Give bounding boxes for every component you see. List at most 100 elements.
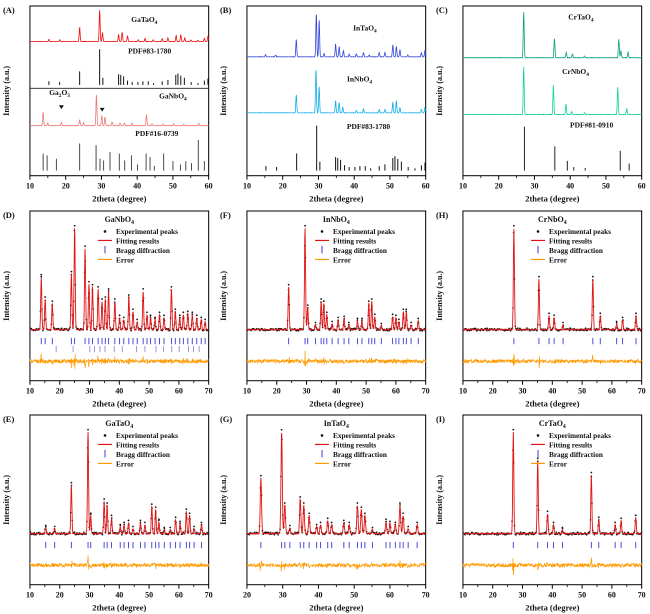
panel-title: CrTaO4 <box>539 419 566 430</box>
data-dot <box>546 510 549 513</box>
x-axis-title: 2theta (degree) <box>309 603 363 613</box>
x-tick-label: 60 <box>386 591 394 600</box>
data-dot <box>89 512 92 515</box>
data-dot <box>486 329 488 332</box>
x-tick-label: 10 <box>459 182 467 191</box>
legend-label: Fitting results <box>549 442 592 450</box>
data-dot <box>592 275 595 278</box>
data-dot <box>200 521 203 524</box>
x-tick-label: 50 <box>145 591 153 600</box>
legend-label: Error <box>116 256 135 264</box>
data-dot <box>543 329 546 332</box>
data-dot <box>336 316 339 318</box>
x-tick-label: 40 <box>567 182 575 191</box>
x-tick-label: 20 <box>56 386 64 395</box>
series-label: CrNbO4 <box>562 67 589 78</box>
bragg-ticks <box>513 542 637 549</box>
data-dot <box>287 283 290 286</box>
data-dot <box>139 519 142 522</box>
x-tick-label: 40 <box>350 182 358 191</box>
data-dot <box>402 307 404 310</box>
data-dot <box>322 299 325 302</box>
data-dot <box>409 321 412 324</box>
data-dot <box>375 531 378 534</box>
data-dot <box>293 531 296 534</box>
xrd-curve <box>29 95 209 127</box>
x-tick-label: 20 <box>62 182 70 191</box>
data-dot <box>48 534 50 536</box>
data-dot <box>350 534 353 536</box>
data-dot <box>538 275 541 278</box>
data-dot <box>150 503 153 506</box>
data-dot <box>119 523 122 526</box>
data-dot <box>599 312 602 314</box>
data-dot <box>136 318 139 320</box>
data-dot <box>84 244 86 247</box>
data-dot <box>303 224 306 227</box>
series-label: PDF#81-0910 <box>570 120 613 129</box>
y-axis-title: Intensity (a.u.) <box>435 270 444 320</box>
series-label: InTaO4 <box>353 24 377 35</box>
data-dot <box>512 429 515 431</box>
x-axis-title: 2theta (degree) <box>526 194 580 204</box>
data-dot <box>347 321 350 324</box>
legend-label: Error <box>333 256 352 264</box>
panel-label: (H) <box>436 210 448 220</box>
fitting-curve <box>29 227 209 332</box>
x-tick-label: 20 <box>489 386 497 395</box>
data-dot <box>371 526 374 529</box>
bragg-ticks <box>40 337 206 352</box>
data-dot <box>169 526 172 529</box>
data-dot <box>577 531 580 534</box>
series-CrTaO4: CrTaO4 <box>463 11 643 59</box>
y-axis-title: Intensity (a.u.) <box>2 270 11 320</box>
data-dot <box>598 516 600 519</box>
data-dot <box>104 295 107 298</box>
data-dot <box>144 521 146 524</box>
data-dot <box>347 521 350 524</box>
x-tick-label: 50 <box>578 591 586 600</box>
y-axis-title: Intensity (a.u.) <box>435 475 444 525</box>
fitting-curve <box>463 432 643 536</box>
x-tick-label: 70 <box>638 386 646 395</box>
series-CrNbO4: CrNbO4 <box>463 67 643 116</box>
panel-i-chart: 10 20 30 40 50 60 70 2theta (degree) Intensity (… <box>433 409 650 614</box>
series-PDF-16-0739: PDF#16-0739 <box>42 129 205 171</box>
data-dot <box>302 502 305 505</box>
legend-label: Bragg diffraction <box>549 451 603 459</box>
legend-dot-icon <box>103 434 107 438</box>
data-dot <box>515 534 518 536</box>
panel-e-chart: 10 20 30 40 50 60 70 2theta (degree) Intensity (… <box>0 409 217 614</box>
y-axis-title: Intensity (a.u.) <box>2 475 11 525</box>
x-tick-label: 50 <box>602 182 610 191</box>
panel-label: (F) <box>220 210 231 220</box>
series-PDF-83-1780: PDF#83-1780 <box>48 47 209 85</box>
x-tick-label: 20 <box>495 182 503 191</box>
bragg-ticks <box>45 542 202 549</box>
data-dot <box>552 521 555 524</box>
data-dot <box>106 502 109 505</box>
data-dot <box>288 524 291 527</box>
data-dot <box>330 320 333 323</box>
x-tick-label: 10 <box>26 386 34 395</box>
data-dot <box>394 521 396 524</box>
x-tick-label: 10 <box>459 386 467 395</box>
x-tick-label: 60 <box>638 182 646 191</box>
bragg-ticks <box>513 337 637 344</box>
series-label: GaTaO4 <box>131 15 157 26</box>
x-tick-label: 30 <box>302 386 310 395</box>
data-dot <box>122 316 125 318</box>
data-dot <box>70 482 73 484</box>
panel-c-chart: 10 20 30 40 50 60 2theta (degree) Intensity (a.… <box>433 0 650 205</box>
data-dot <box>616 320 618 323</box>
data-dot <box>307 512 310 515</box>
x-tick-label: 10 <box>459 591 467 600</box>
series-PDF-81-0910: PDF#81-0910 <box>524 120 631 171</box>
error-curve <box>246 350 426 366</box>
x-axis-title: 2theta (degree) <box>526 603 580 613</box>
x-tick-label: 20 <box>278 182 286 191</box>
legend-dot-icon <box>320 434 323 438</box>
data-dot <box>253 531 256 534</box>
data-dot <box>178 314 181 316</box>
data-dot <box>376 327 379 330</box>
